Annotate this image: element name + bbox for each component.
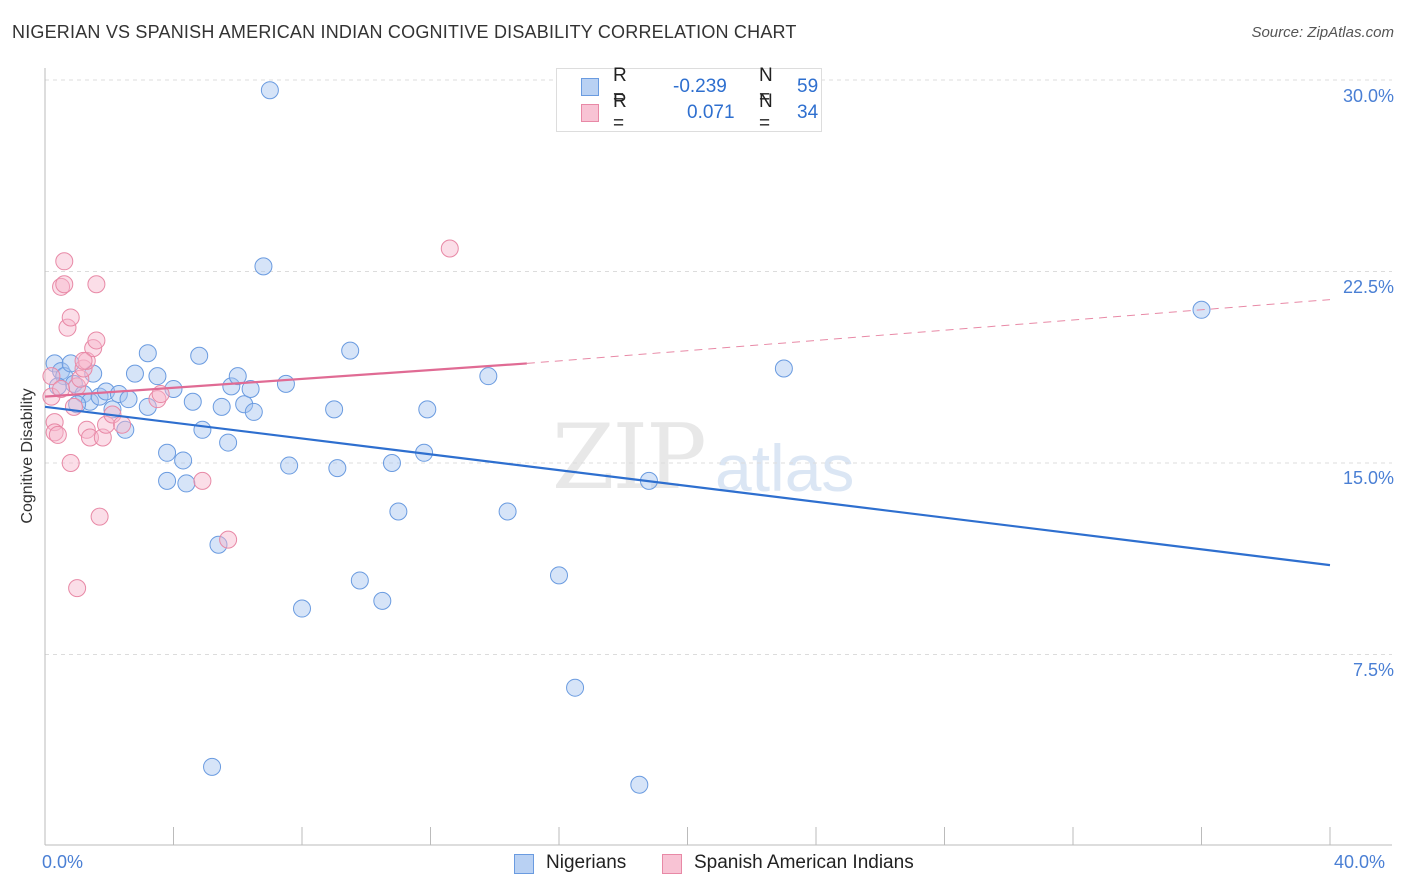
nigerian-point bbox=[116, 420, 135, 439]
legend-n-label: N = bbox=[759, 65, 773, 108]
nigerian-point bbox=[479, 367, 498, 386]
chart-title: NIGERIAN VS SPANISH AMERICAN INDIAN COGN… bbox=[12, 22, 797, 42]
nigerian-point bbox=[350, 571, 369, 590]
nigerian-point bbox=[212, 397, 231, 416]
nigerian-point bbox=[389, 502, 408, 521]
nigerian-point bbox=[254, 257, 273, 276]
spanish-american-indian-point bbox=[71, 369, 90, 388]
nigerian-point bbox=[382, 454, 401, 472]
legend-swatch-blue bbox=[581, 78, 599, 96]
spanish-american-indian-point bbox=[87, 275, 106, 294]
spanish-american-indian-point bbox=[48, 425, 67, 444]
legend-n-value: 59 bbox=[797, 76, 819, 97]
nigerian-point bbox=[244, 402, 263, 421]
legend-r-label: R = bbox=[613, 65, 627, 108]
source-label: Source: ZipAtlas.com bbox=[1251, 24, 1394, 41]
y-tick-label: 7.5% bbox=[1352, 660, 1394, 680]
nigerian-point bbox=[276, 374, 295, 393]
spanish-american-indian-point bbox=[45, 423, 64, 442]
nigerian-point bbox=[219, 433, 238, 452]
nigerian-point bbox=[550, 566, 568, 585]
spanish-american-indians-trend-line bbox=[44, 362, 527, 398]
legend-r-value: -0.239 bbox=[673, 76, 727, 97]
legend-label: Spanish American Indians bbox=[694, 852, 914, 873]
spanish-american-indian-point bbox=[440, 239, 459, 258]
nigerian-point bbox=[190, 346, 209, 365]
spanish-american-indian-point bbox=[148, 390, 167, 409]
nigerian-point bbox=[148, 367, 167, 386]
legend-n-value: 34 bbox=[797, 102, 819, 123]
spanish-american-indian-point bbox=[64, 397, 83, 416]
spanish-american-indian-point bbox=[80, 428, 99, 447]
nigerian-point bbox=[125, 364, 144, 383]
nigerian-point bbox=[566, 678, 585, 697]
nigerian-point bbox=[235, 395, 254, 414]
legend-swatch-blue bbox=[514, 854, 534, 874]
legend-swatch-pink bbox=[581, 104, 599, 122]
legend-n-label: N = bbox=[759, 91, 773, 134]
y-tick-label: 22.5% bbox=[1342, 277, 1394, 297]
nigerian-point bbox=[109, 385, 128, 404]
nigerian-point bbox=[222, 377, 241, 396]
spanish-american-indian-point bbox=[113, 415, 132, 434]
nigerians-trend-line bbox=[44, 405, 1331, 567]
spanish-american-indian-point bbox=[52, 277, 71, 296]
nigerian-point bbox=[341, 341, 360, 360]
watermark-zip: ZIP bbox=[552, 405, 707, 510]
spanish-american-indian-point bbox=[52, 379, 71, 398]
nigerian-point bbox=[260, 81, 279, 100]
nigerian-point bbox=[209, 535, 228, 554]
spanish-american-indian-point bbox=[193, 471, 212, 490]
nigerian-point bbox=[280, 456, 299, 475]
nigerian-point bbox=[418, 400, 437, 419]
nigerian-point bbox=[68, 395, 87, 414]
nigerian-point bbox=[328, 459, 347, 478]
nigerian-point bbox=[177, 474, 196, 493]
spanish-american-indian-point bbox=[97, 415, 116, 434]
nigerian-point bbox=[774, 359, 793, 378]
nigerian-point bbox=[52, 362, 71, 381]
nigerian-point bbox=[325, 400, 344, 419]
x-tick-label: 40.0% bbox=[1334, 852, 1386, 872]
legend-swatch-pink bbox=[662, 854, 682, 874]
nigerian-point bbox=[138, 397, 157, 416]
nigerian-point bbox=[203, 757, 222, 776]
spanish-american-indian-point bbox=[55, 252, 74, 271]
y-tick-label: 30.0% bbox=[1342, 86, 1394, 106]
legend-r-label: R = bbox=[613, 91, 627, 134]
nigerian-point bbox=[373, 591, 392, 610]
y-tick-label: 15.0% bbox=[1342, 468, 1394, 488]
nigerian-point bbox=[174, 451, 193, 470]
spanish-american-indian-point bbox=[61, 454, 80, 472]
spanish-american-indian-point bbox=[58, 318, 77, 337]
nigerian-point bbox=[158, 471, 177, 490]
spanish-american-indian-point bbox=[61, 308, 80, 327]
nigerian-point bbox=[138, 344, 157, 363]
nigerian-point bbox=[630, 775, 649, 794]
nigerian-point bbox=[183, 392, 202, 411]
nigerian-point bbox=[119, 390, 138, 409]
spanish-american-indian-point bbox=[68, 579, 87, 598]
nigerian-point bbox=[158, 443, 177, 462]
spanish-american-indian-point bbox=[219, 530, 238, 549]
nigerian-point bbox=[241, 379, 260, 398]
nigerian-point bbox=[228, 367, 247, 386]
spanish-american-indian-point bbox=[55, 275, 74, 294]
x-tick-label: 0.0% bbox=[42, 852, 84, 872]
legend-r-value: 0.071 bbox=[687, 102, 735, 123]
spanish-american-indian-point bbox=[42, 367, 61, 386]
nigerian-point bbox=[193, 420, 212, 439]
stats-legend: R = -0.239 N = 59 R = 0.071 N = 34 bbox=[556, 65, 822, 134]
nigerian-point bbox=[498, 502, 517, 521]
spanish-american-indian-point bbox=[74, 351, 93, 370]
spanish-american-indian-point bbox=[87, 331, 106, 350]
y-axis-label: Cognitive Disability bbox=[19, 388, 36, 524]
nigerian-point bbox=[293, 599, 311, 618]
spanish-american-indian-point bbox=[90, 507, 109, 526]
legend-label: Nigerians bbox=[546, 852, 627, 873]
